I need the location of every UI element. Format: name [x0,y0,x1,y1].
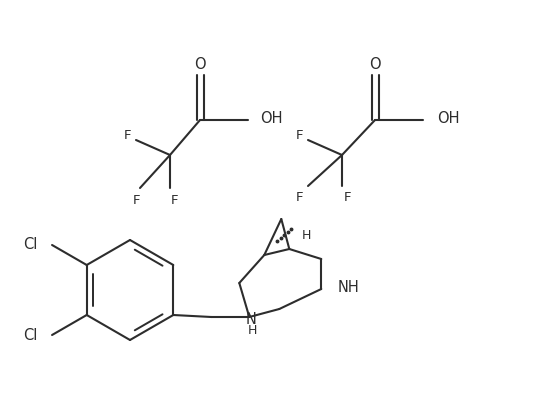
Text: F: F [295,128,303,141]
Text: Cl: Cl [23,329,37,343]
Text: NH: NH [337,280,359,295]
Text: N: N [246,312,257,326]
Text: O: O [369,57,381,72]
Text: F: F [123,128,131,141]
Text: F: F [343,190,351,204]
Text: F: F [170,194,178,206]
Text: OH: OH [260,110,283,126]
Text: Cl: Cl [23,236,37,251]
Text: F: F [295,190,303,204]
Text: O: O [194,57,206,72]
Text: F: F [132,194,140,206]
Text: OH: OH [437,110,459,126]
Text: H: H [248,324,257,337]
Text: H: H [301,228,311,242]
